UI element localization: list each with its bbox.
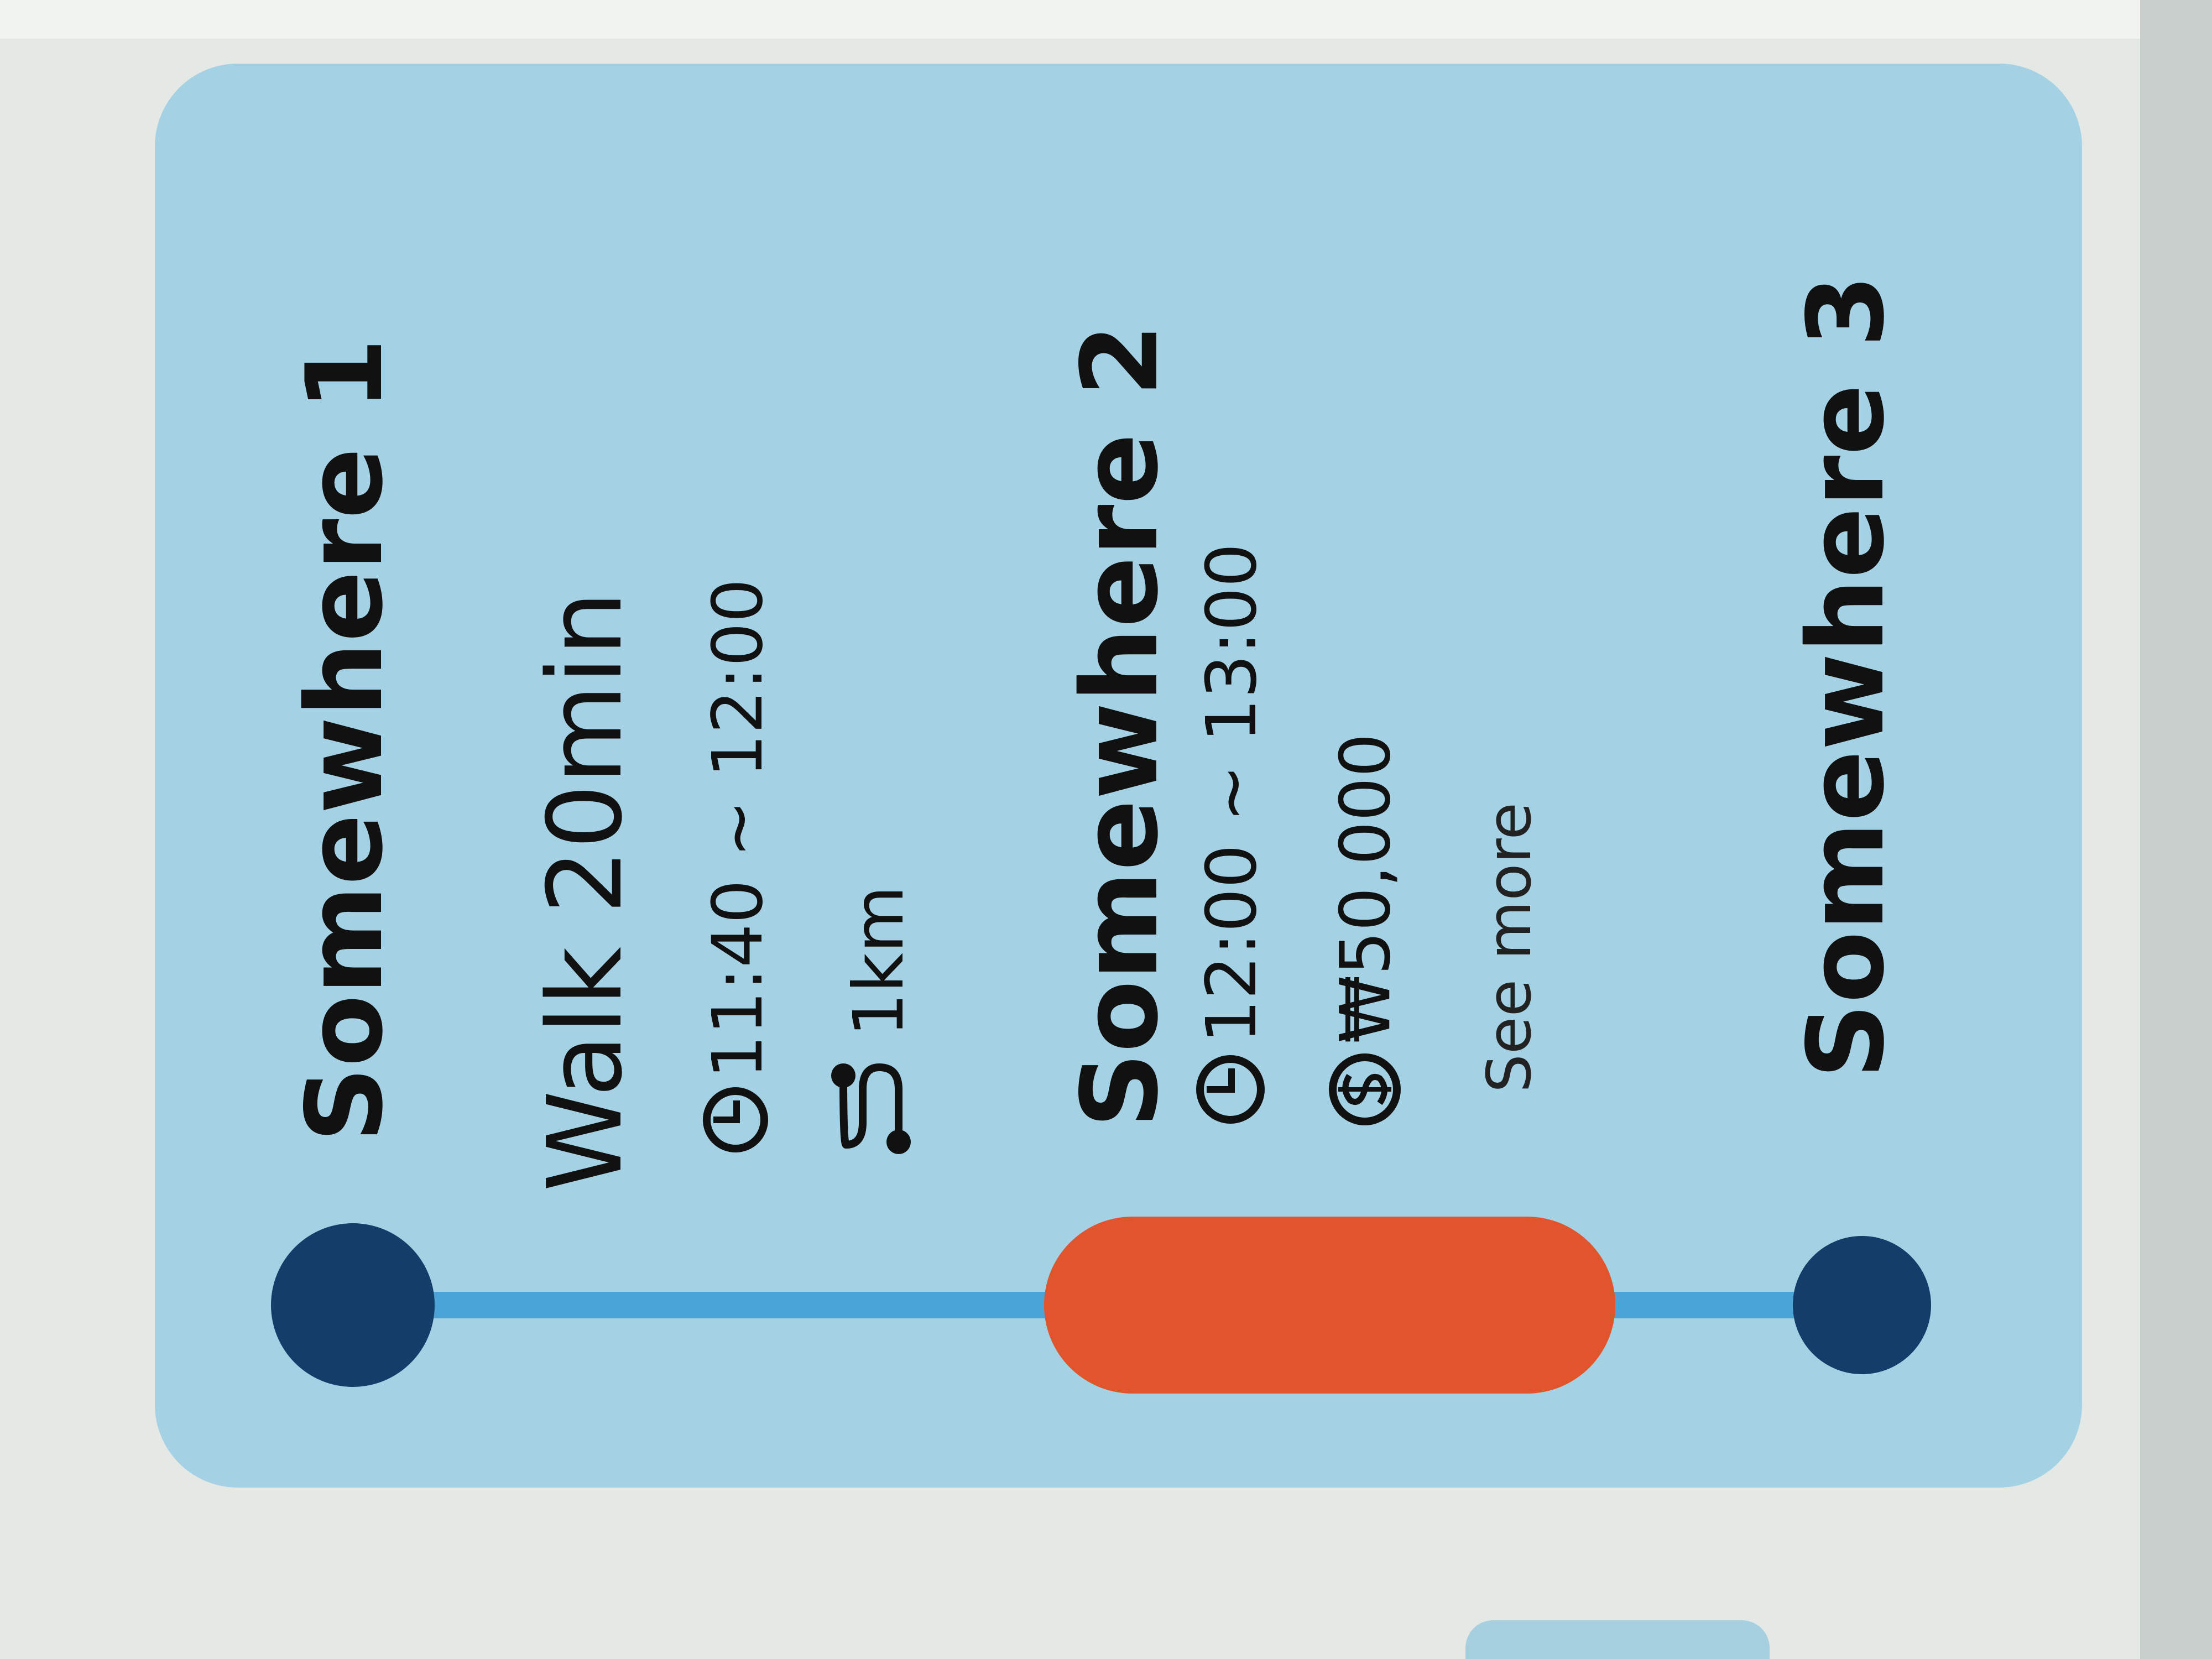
route-icon — [831, 1063, 911, 1154]
stop-name: Somewhere 3 — [1785, 274, 1907, 1079]
leg-time: 11:40 ~ 12:00 — [698, 578, 778, 1079]
leg-mode: Walk 20min — [525, 591, 645, 1192]
stop-name: Somewhere 1 — [284, 338, 406, 1142]
see-more-link[interactable]: See more — [1474, 802, 1545, 1093]
leg-distance: 1km — [839, 885, 919, 1037]
stay-bar — [1044, 1217, 1615, 1394]
bezel — [2140, 0, 2212, 1659]
stop-time: 12:00 ~ 13:00 — [1192, 543, 1272, 1044]
top-strip — [0, 0, 2212, 39]
card-background — [155, 64, 2082, 1488]
clock-icon — [1196, 1055, 1265, 1124]
price-icon — [1329, 1053, 1401, 1125]
next-card-edge — [1465, 1620, 1770, 1659]
stop-name: Somewhere 2 — [1059, 324, 1181, 1128]
itinerary-card[interactable]: Somewhere 1 Walk 20min 11:40 ~ 12:00 1km… — [155, 64, 2082, 1488]
stop-dot — [1793, 1236, 1931, 1374]
clock-icon — [703, 1087, 768, 1152]
stop-price: ₩50,000 — [1326, 733, 1406, 1044]
stop-dot — [271, 1223, 435, 1387]
